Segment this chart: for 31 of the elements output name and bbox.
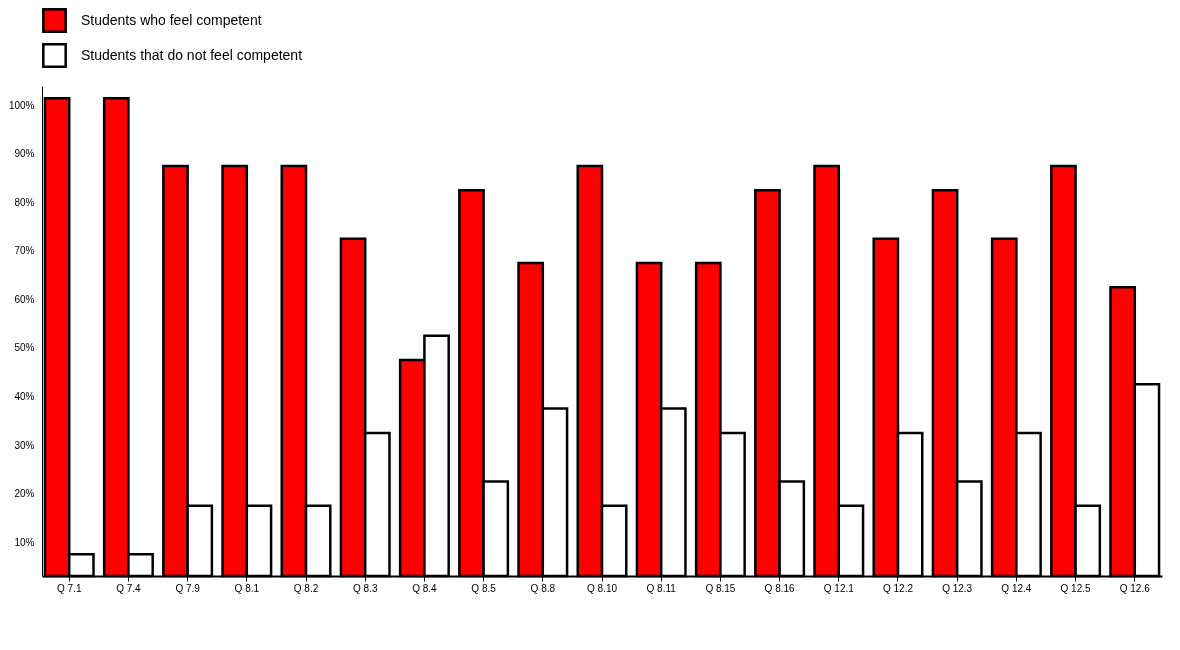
x-tick-label: Q 7.4 xyxy=(116,582,142,594)
y-tick-label: 30% xyxy=(14,439,35,451)
y-tick-label: 40% xyxy=(14,391,35,402)
x-tick-label: Q 7.1 xyxy=(57,582,82,594)
y-tick-label: 90% xyxy=(14,148,35,160)
x-tick-label: Q 12.1 xyxy=(823,582,855,594)
x-tick-label: Q 8.5 xyxy=(471,582,497,594)
legend-label: Students that do not feel competent xyxy=(81,46,303,63)
y-tick-label: 50% xyxy=(14,342,35,354)
x-tick-label: Q 8.1 xyxy=(234,582,260,594)
x-tick-label: Q 12.2 xyxy=(882,582,914,594)
x-tick-label: Q 8.15 xyxy=(705,582,736,594)
x-tick-label: Q 8.16 xyxy=(764,582,796,594)
y-tick-label: 100% xyxy=(8,99,35,111)
y-tick-label: 60% xyxy=(14,293,35,305)
x-tick-label: Q 12.5 xyxy=(1060,582,1092,594)
x-tick-label: Q 8.4 xyxy=(412,582,438,594)
y-tick-label: 80% xyxy=(14,196,35,208)
legend-label: Students who feel competent xyxy=(81,11,262,28)
y-tick-label: 20% xyxy=(14,488,35,500)
x-tick-label: Q 8.3 xyxy=(352,582,378,594)
y-tick-label: 10% xyxy=(14,536,35,548)
y-tick-label: 70% xyxy=(14,245,35,257)
x-tick-label: Q 8.10 xyxy=(586,582,618,594)
x-tick-label: Q 8.2 xyxy=(293,582,319,594)
x-tick-label: Q 12.4 xyxy=(1001,582,1032,594)
x-tick-label: Q 12.6 xyxy=(1119,582,1151,594)
x-tick-label: Q 8.11 xyxy=(646,582,677,594)
x-tick-label: Q 7.9 xyxy=(175,582,201,594)
x-tick-label: Q 12.3 xyxy=(942,582,973,594)
x-tick-label: Q 8.8 xyxy=(530,582,556,594)
